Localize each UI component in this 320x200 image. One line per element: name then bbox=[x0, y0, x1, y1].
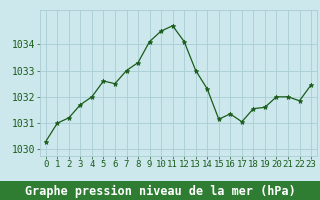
Text: Graphe pression niveau de la mer (hPa): Graphe pression niveau de la mer (hPa) bbox=[25, 185, 295, 198]
